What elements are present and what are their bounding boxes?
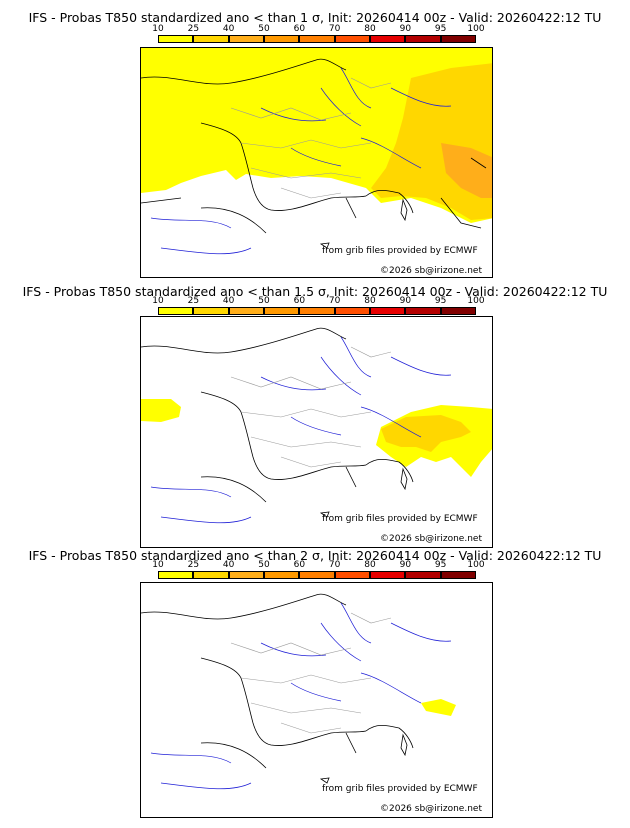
- colorbar-segment: [405, 571, 441, 579]
- panel-title: IFS - Probas T850 standardized ano < tha…: [28, 10, 602, 25]
- colorbar-tick-label: 95: [434, 560, 447, 570]
- map-frame: [140, 316, 493, 548]
- panel-title: IFS - Probas T850 standardized ano < tha…: [22, 284, 608, 299]
- colorbar-segment: [334, 35, 370, 43]
- prob-area-gold: [381, 415, 471, 452]
- copyright-credit: ©2026 sb@irizone.net: [380, 266, 482, 276]
- prob-area-orange: [441, 143, 492, 198]
- colorbar-segment: [193, 571, 229, 579]
- colorbar-tick-label: 10: [152, 24, 164, 34]
- colorbar-segment: [193, 35, 229, 43]
- islands: [319, 467, 408, 518]
- colorbar-tick-label: 70: [328, 24, 341, 34]
- map-svg: [141, 593, 456, 790]
- islands: [319, 198, 408, 249]
- map-frame: [140, 582, 493, 818]
- map-svg: [141, 327, 492, 524]
- colorbar-segment: [299, 35, 335, 43]
- colorbar-segment: [228, 307, 264, 315]
- colorbar-segment: [405, 35, 441, 43]
- islands: [319, 733, 408, 784]
- colorbar: 10 25 40 50 60 70 80 90 95 100: [152, 560, 485, 582]
- colorbar-tick-label: 40: [222, 296, 235, 306]
- rivers: [150, 602, 452, 790]
- colorbar-segment: [334, 571, 370, 579]
- coastline: [141, 593, 414, 769]
- panel-title: IFS - Probas T850 standardized ano < tha…: [28, 548, 602, 563]
- colorbar-segment: [158, 307, 194, 315]
- map-panel-1-5sigma: IFS - Probas T850 standardized ano < tha…: [0, 278, 630, 548]
- colorbar-tick-label: 100: [467, 560, 485, 570]
- colorbar-tick-label: 90: [399, 296, 412, 306]
- colorbar-segment: [228, 35, 264, 43]
- colorbar: 10 25 40 50 60 70 80 90 95 100: [152, 24, 485, 46]
- colorbar-segment: [440, 571, 476, 579]
- colorbar-segment: [334, 307, 370, 315]
- coastline: [141, 58, 487, 234]
- rivers: [150, 336, 452, 524]
- colorbar-tick-label: 25: [187, 560, 200, 570]
- colorbar-segment: [405, 307, 441, 315]
- colorbar-tick-label: 10: [152, 560, 164, 570]
- colorbar-tick-label: 60: [293, 296, 306, 306]
- colorbar-tick-label: 80: [364, 560, 376, 570]
- prob-area-yellow: [421, 699, 456, 716]
- colorbar-segment: [370, 571, 406, 579]
- source-credit: from grib files provided by ECMWF: [322, 246, 478, 256]
- colorbar-segment: [264, 571, 300, 579]
- colorbar-segment: [228, 571, 264, 579]
- colorbar-tick-label: 100: [467, 24, 485, 34]
- copyright-credit: ©2026 sb@irizone.net: [380, 534, 482, 544]
- colorbar-segment: [440, 307, 476, 315]
- colorbar-segment: [264, 35, 300, 43]
- colorbar-segment: [299, 571, 335, 579]
- map-svg: [141, 48, 492, 255]
- colorbar-tick-label: 60: [293, 560, 306, 570]
- coastline: [141, 327, 414, 503]
- colorbar-tick-label: 70: [328, 296, 341, 306]
- colorbar-segment: [440, 35, 476, 43]
- colorbar-segment: [370, 35, 406, 43]
- colorbar-tick-label: 95: [434, 296, 447, 306]
- map-panel-1sigma: IFS - Probas T850 standardized ano < tha…: [0, 0, 630, 278]
- colorbar-tick-label: 50: [258, 560, 270, 570]
- colorbar-tick-label: 40: [222, 24, 235, 34]
- colorbar-segment: [158, 35, 194, 43]
- colorbar-tick-label: 50: [258, 296, 270, 306]
- colorbar-tick-label: 80: [364, 296, 376, 306]
- borders: [230, 612, 392, 734]
- colorbar-tick-label: 95: [434, 24, 447, 34]
- colorbar-tick-label: 70: [328, 560, 341, 570]
- colorbar-tick-label: 100: [467, 296, 485, 306]
- colorbar-tick-label: 10: [152, 296, 164, 306]
- colorbar-tick-label: 80: [364, 24, 376, 34]
- source-credit: from grib files provided by ECMWF: [322, 784, 478, 794]
- prob-area-yellow: [141, 399, 181, 422]
- rivers: [150, 67, 452, 255]
- colorbar-tick-label: 50: [258, 24, 270, 34]
- colorbar-tick-label: 40: [222, 560, 235, 570]
- colorbar-segment: [299, 307, 335, 315]
- map-frame: [140, 47, 493, 278]
- colorbar-tick-label: 90: [399, 560, 412, 570]
- colorbar-segment: [370, 307, 406, 315]
- colorbar-segment: [193, 307, 229, 315]
- copyright-credit: ©2026 sb@irizone.net: [380, 804, 482, 814]
- colorbar-tick-label: 25: [187, 24, 200, 34]
- colorbar-tick-label: 25: [187, 296, 200, 306]
- colorbar: 10 25 40 50 60 70 80 90 95 100: [152, 296, 485, 318]
- source-credit: from grib files provided by ECMWF: [322, 514, 478, 524]
- colorbar-tick-label: 90: [399, 24, 412, 34]
- colorbar-segment: [264, 307, 300, 315]
- colorbar-tick-label: 60: [293, 24, 306, 34]
- borders: [230, 77, 392, 199]
- colorbar-segment: [158, 571, 194, 579]
- map-panel-2sigma: IFS - Probas T850 standardized ano < tha…: [0, 548, 630, 828]
- borders: [230, 346, 392, 468]
